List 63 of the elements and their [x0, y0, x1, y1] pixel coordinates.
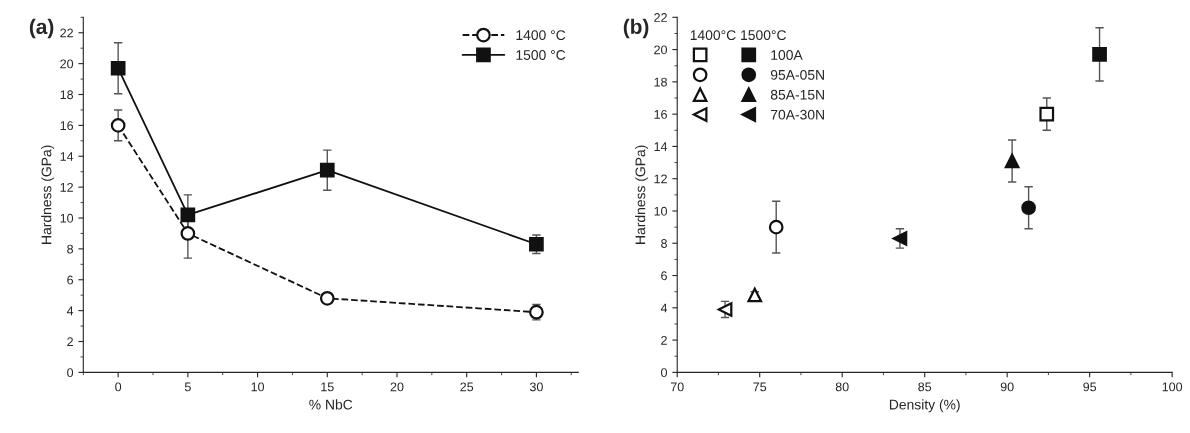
x-tick-label: 30 [529, 382, 543, 392]
point [180, 226, 196, 241]
point [110, 60, 126, 76]
y-tick-label: 20 [654, 45, 668, 55]
y-axis-title: Hardness (GPa) [41, 145, 55, 244]
y-tick-label: 16 [60, 121, 74, 131]
legend-label: 95A-05N [770, 69, 824, 80]
y-tick-label: 20 [60, 59, 74, 69]
x-tick-label: 80 [835, 382, 849, 392]
x-tick-label: 0 [115, 382, 122, 392]
y-tick-label: 10 [654, 206, 668, 216]
legend-label: 85A-15N [770, 89, 824, 100]
x-axis-title: Density (%) [889, 399, 960, 413]
y-tick-label: 12 [654, 174, 667, 184]
point [1039, 106, 1055, 122]
y-tick-label: 18 [60, 90, 74, 100]
x-tick-label: 75 [753, 382, 767, 392]
y-tick-label: 14 [60, 152, 74, 161]
y-tick-label: 2 [661, 335, 667, 345]
y-tick-label: 0 [67, 368, 74, 378]
y-tick-label: 22 [654, 13, 667, 22]
y-axis-title: Hardness (GPa) [635, 145, 649, 244]
y-tick-label: 4 [660, 303, 668, 313]
y-tick-label: 10 [60, 213, 74, 223]
x-tick-label: 20 [390, 382, 404, 392]
chart-title: (a) [29, 18, 54, 39]
point [180, 207, 196, 223]
y-tick-label: 4 [66, 306, 74, 316]
x-axis-title: % NbC [309, 399, 353, 410]
x-tick-label: 70 [670, 382, 684, 392]
point [1092, 47, 1107, 62]
x-tick-label: 5 [184, 382, 191, 392]
x-tick-label: 100 [1162, 382, 1183, 392]
y-tick-label: 16 [654, 109, 667, 119]
y-tick-label: 8 [661, 239, 667, 248]
point [1004, 153, 1020, 169]
y-tick-label: 12 [60, 182, 73, 192]
y-tick-label: 0 [661, 368, 668, 378]
legend-label: 1400 °C [516, 30, 566, 41]
x-tick-label: 85 [918, 382, 932, 392]
chart-title: (b) [623, 18, 649, 39]
y-tick-label: 6 [67, 275, 74, 285]
point [110, 118, 126, 133]
x-tick-label: 15 [321, 382, 334, 392]
legend-title: 1400°C 1500°C [690, 30, 787, 41]
x-tick-label: 95 [1083, 382, 1097, 392]
legend-label: 100A [771, 50, 803, 60]
x-tick-label: 90 [1000, 382, 1014, 392]
point [319, 162, 335, 178]
point [1021, 200, 1036, 216]
y-tick-label: 18 [654, 77, 667, 87]
point [319, 290, 335, 306]
y-tick-label: 14 [654, 142, 668, 151]
legend-label: 1500 °C [516, 50, 566, 60]
y-tick-label: 22 [60, 28, 73, 38]
x-tick-label: 10 [251, 382, 265, 392]
y-tick-label: 2 [67, 337, 73, 347]
point [768, 219, 784, 235]
y-tick-label: 6 [661, 271, 667, 281]
x-tick-label: 25 [460, 382, 474, 392]
point [747, 287, 763, 303]
y-tick-label: 8 [67, 244, 74, 254]
legend-label: 70A-30N [770, 109, 824, 120]
